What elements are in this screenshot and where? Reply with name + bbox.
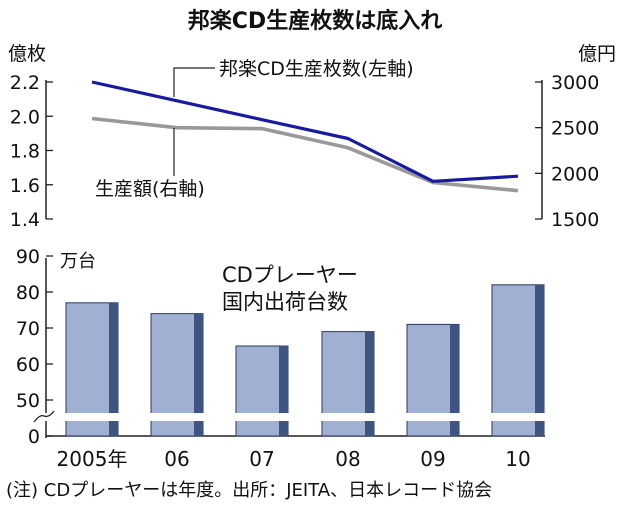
bar-chart-title-line: 国内出荷台数 xyxy=(222,290,348,314)
bar-side-shade xyxy=(535,284,544,436)
bar-tick-label: 50 xyxy=(16,390,40,412)
bar-tick-label: 80 xyxy=(16,282,40,304)
bar-chart-title-line: CDプレーヤー xyxy=(222,263,358,287)
line-series-group xyxy=(91,80,519,193)
footnote: (注) CDプレーヤーは年度。出所：JEITA、日本レコード協会 xyxy=(6,480,492,501)
x-tick-label: 07 xyxy=(249,447,274,471)
left-axis-ticks: 2.2 2.0 1.8 1.6 1.4 xyxy=(10,72,53,231)
right-tick-label: 3000 xyxy=(551,72,599,94)
left-tick-label: 2.2 xyxy=(10,72,40,94)
bar-axis-ticks: 90 80 70 60 50 0 xyxy=(16,246,53,448)
line-series-1 xyxy=(91,80,519,183)
x-tick-label: 10 xyxy=(505,447,530,471)
bar-tick-label: 70 xyxy=(16,318,40,340)
bar-side-shade xyxy=(279,346,288,436)
bar-side-shade xyxy=(450,324,459,436)
bar-tick-label: 60 xyxy=(16,354,40,376)
bar-side-shade xyxy=(109,302,118,436)
left-tick-label: 1.8 xyxy=(10,141,40,163)
left-axis-unit: 億枚 xyxy=(8,43,46,65)
series-2-label: 生産額(右軸) xyxy=(95,178,205,200)
axis-break-mark xyxy=(33,410,55,423)
bar-side-shade xyxy=(194,313,203,436)
x-axis-labels: 2005年 06 07 08 09 10 xyxy=(57,447,531,471)
series-1-label: 邦楽CD生産枚数(左軸) xyxy=(219,58,414,80)
x-tick-label: 2005年 xyxy=(57,447,128,471)
chart-title: 邦楽CD生産枚数は底入れ xyxy=(188,8,442,34)
x-tick-label: 06 xyxy=(164,447,189,471)
axis-break-band xyxy=(0,413,548,421)
right-tick-label: 2500 xyxy=(551,118,599,140)
bar-axis-unit: 万台 xyxy=(60,251,96,272)
x-tick-label: 08 xyxy=(335,447,360,471)
bar-side-shade xyxy=(365,331,374,436)
right-axis-ticks: 3000 2500 2000 1500 xyxy=(535,72,599,231)
left-tick-label: 1.6 xyxy=(10,175,40,197)
series-1-leader-line xyxy=(173,67,215,97)
x-tick-label: 09 xyxy=(420,447,445,471)
left-tick-label: 1.4 xyxy=(10,209,40,231)
bar-tick-label: 90 xyxy=(16,246,40,268)
right-axis-unit: 億円 xyxy=(578,43,616,65)
line-series-2 xyxy=(91,116,519,193)
bar-chart-title: CDプレーヤー国内出荷台数 xyxy=(222,263,358,314)
right-tick-label: 1500 xyxy=(551,209,599,231)
bar-tick-label: 0 xyxy=(28,426,40,448)
left-tick-label: 2.0 xyxy=(10,106,40,128)
right-tick-label: 2000 xyxy=(551,163,599,185)
